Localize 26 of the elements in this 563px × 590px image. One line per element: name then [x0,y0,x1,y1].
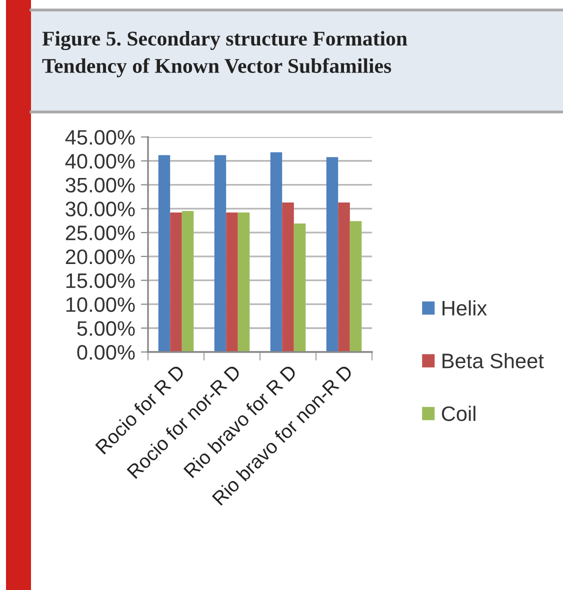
y-tick-label: 45.00% [65,130,135,145]
y-tick-label: 15.00% [66,273,135,288]
y-tick-label: 25.00% [66,226,135,240]
y-tick-label: 10.00% [66,297,135,312]
y-tick-label: 35.00% [66,178,135,193]
legend-label: Helix [442,300,487,316]
chart-title: Figure 5. Secondary structure Formation Tendency of Known Vector Subfamilies [42,31,408,78]
bar [158,155,170,352]
legend-label: Beta Sheet [442,353,544,368]
bar [338,202,350,352]
bar [238,212,250,352]
bar [282,202,294,352]
bar [294,223,306,352]
legend-label: Coil [442,406,476,422]
bar [226,212,238,352]
bar [326,157,338,352]
y-tick-label: 0.00% [77,345,135,360]
bar [182,211,194,352]
y-tick-label: 30.00% [66,202,135,216]
bar [170,212,182,352]
bar [350,221,362,352]
bar [214,155,226,352]
y-tick-label: 40.00% [65,154,135,169]
y-tick-label: 5.00% [77,321,135,336]
bar [270,152,282,352]
y-tick-label: 20.00% [66,249,135,264]
